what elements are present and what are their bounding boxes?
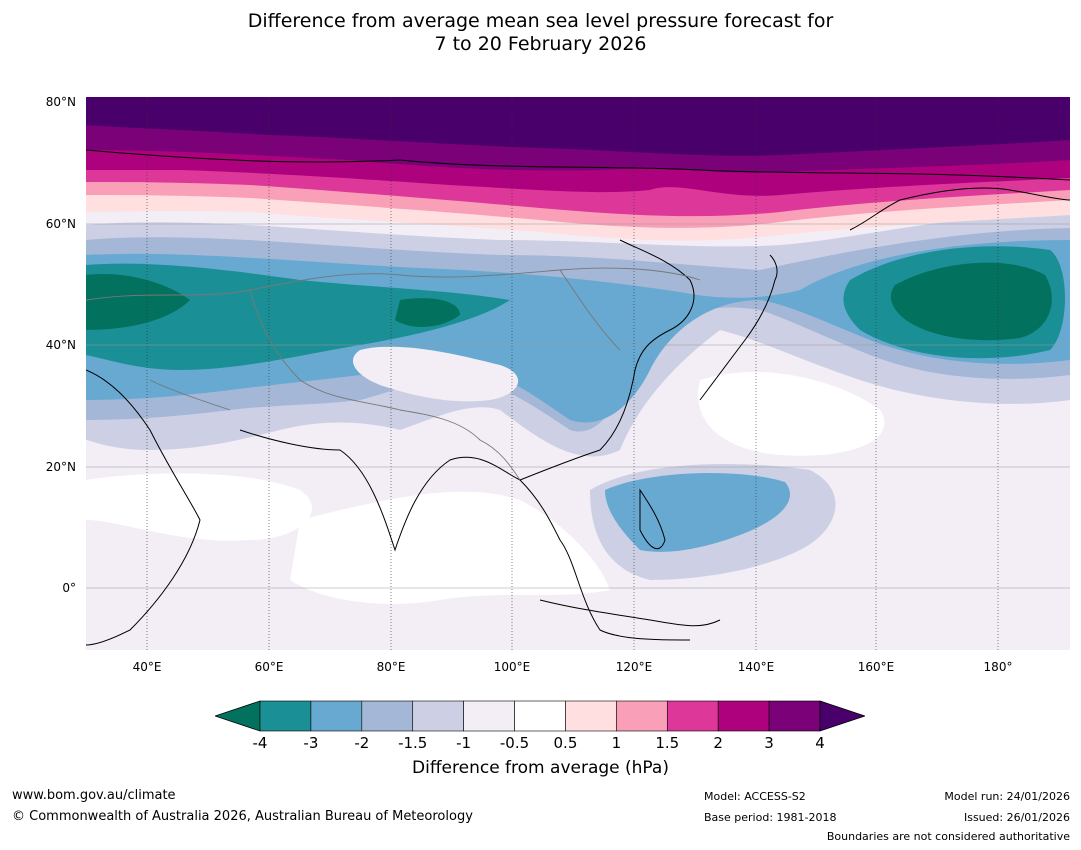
graticule-parallels: [86, 223, 1070, 589]
colorbar-tick-label: -1.5: [398, 734, 428, 752]
colorbar-segment: [565, 700, 617, 732]
lat-label-20n: 20°N: [45, 460, 76, 474]
lon-label-120e: 120°E: [615, 660, 653, 674]
lon-label-180: 180°: [983, 660, 1013, 674]
colorbar-label: Difference from average (hPa): [412, 758, 669, 778]
boundaries-note: Boundaries are not considered authoritat…: [826, 830, 1070, 843]
colorbar-tick-label: -4: [252, 734, 268, 752]
colorbar-segment: [412, 700, 464, 732]
country-boundaries: [86, 267, 701, 481]
colorbar-tick-label: 0.5: [553, 734, 578, 752]
colorbar-extend-high: [819, 700, 865, 732]
lon-label-160e: 160°E: [857, 660, 895, 674]
pressure-anomaly-map: [86, 97, 1070, 650]
colorbar: [215, 700, 865, 732]
lat-label-60n: 60°N: [45, 217, 76, 231]
colorbar-segment: [717, 700, 770, 732]
copyright-text: © Commonwealth of Australia 2026, Austra…: [12, 809, 473, 824]
colorbar-segment: [361, 700, 414, 732]
lat-label-0: 0°: [62, 581, 76, 595]
colorbar-tick-label: 3: [764, 734, 774, 752]
colorbar-tick-label: -1: [456, 734, 472, 752]
lon-label-40e: 40°E: [132, 660, 162, 674]
colorbar-segment: [514, 700, 566, 732]
chart-title: Difference from average mean sea level p…: [0, 10, 1081, 56]
colorbar-segment: [259, 700, 312, 732]
model-run: Model run: 24/01/2026: [944, 790, 1070, 803]
colorbar-extend-low: [215, 700, 261, 732]
colorbar-tick-label: 1: [611, 734, 622, 752]
colorbar-tick-label: 4: [815, 734, 825, 752]
lon-label-100e: 100°E: [493, 660, 531, 674]
lon-label-60e: 60°E: [254, 660, 284, 674]
title-line-2: 7 to 20 February 2026: [434, 33, 647, 55]
base-period: Base period: 1981-2018: [704, 811, 837, 824]
lon-label-140e: 140°E: [737, 660, 775, 674]
colorbar-tick-label: -0.5: [499, 734, 530, 752]
website-link[interactable]: www.bom.gov.au/climate: [12, 788, 176, 803]
colorbar-tick-label: -2: [354, 734, 370, 752]
lon-label-80e: 80°E: [376, 660, 406, 674]
lat-label-80n: 80°N: [45, 95, 76, 109]
colorbar-ticks: -4 -3 -2 -1.5 -1 -0.5 0.5 1 1.5 2 3 4: [0, 734, 1081, 754]
colorbar-tick-label: -3: [303, 734, 319, 752]
colorbar-tick-label: 2: [713, 734, 723, 752]
colorbar-tick-label: 1.5: [655, 734, 680, 752]
anomaly-field: [86, 97, 1070, 650]
colorbar-segment: [666, 700, 719, 732]
lat-label-40n: 40°N: [45, 338, 76, 352]
colorbar-segment: [310, 700, 363, 732]
title-line-1: Difference from average mean sea level p…: [247, 10, 834, 32]
colorbar-segment: [768, 700, 821, 732]
colorbar-segment: [616, 700, 668, 732]
coastlines: [86, 149, 1070, 646]
model-name: Model: ACCESS-S2: [704, 790, 806, 803]
issued-date: Issued: 26/01/2026: [963, 811, 1070, 824]
colorbar-segment: [463, 700, 515, 732]
